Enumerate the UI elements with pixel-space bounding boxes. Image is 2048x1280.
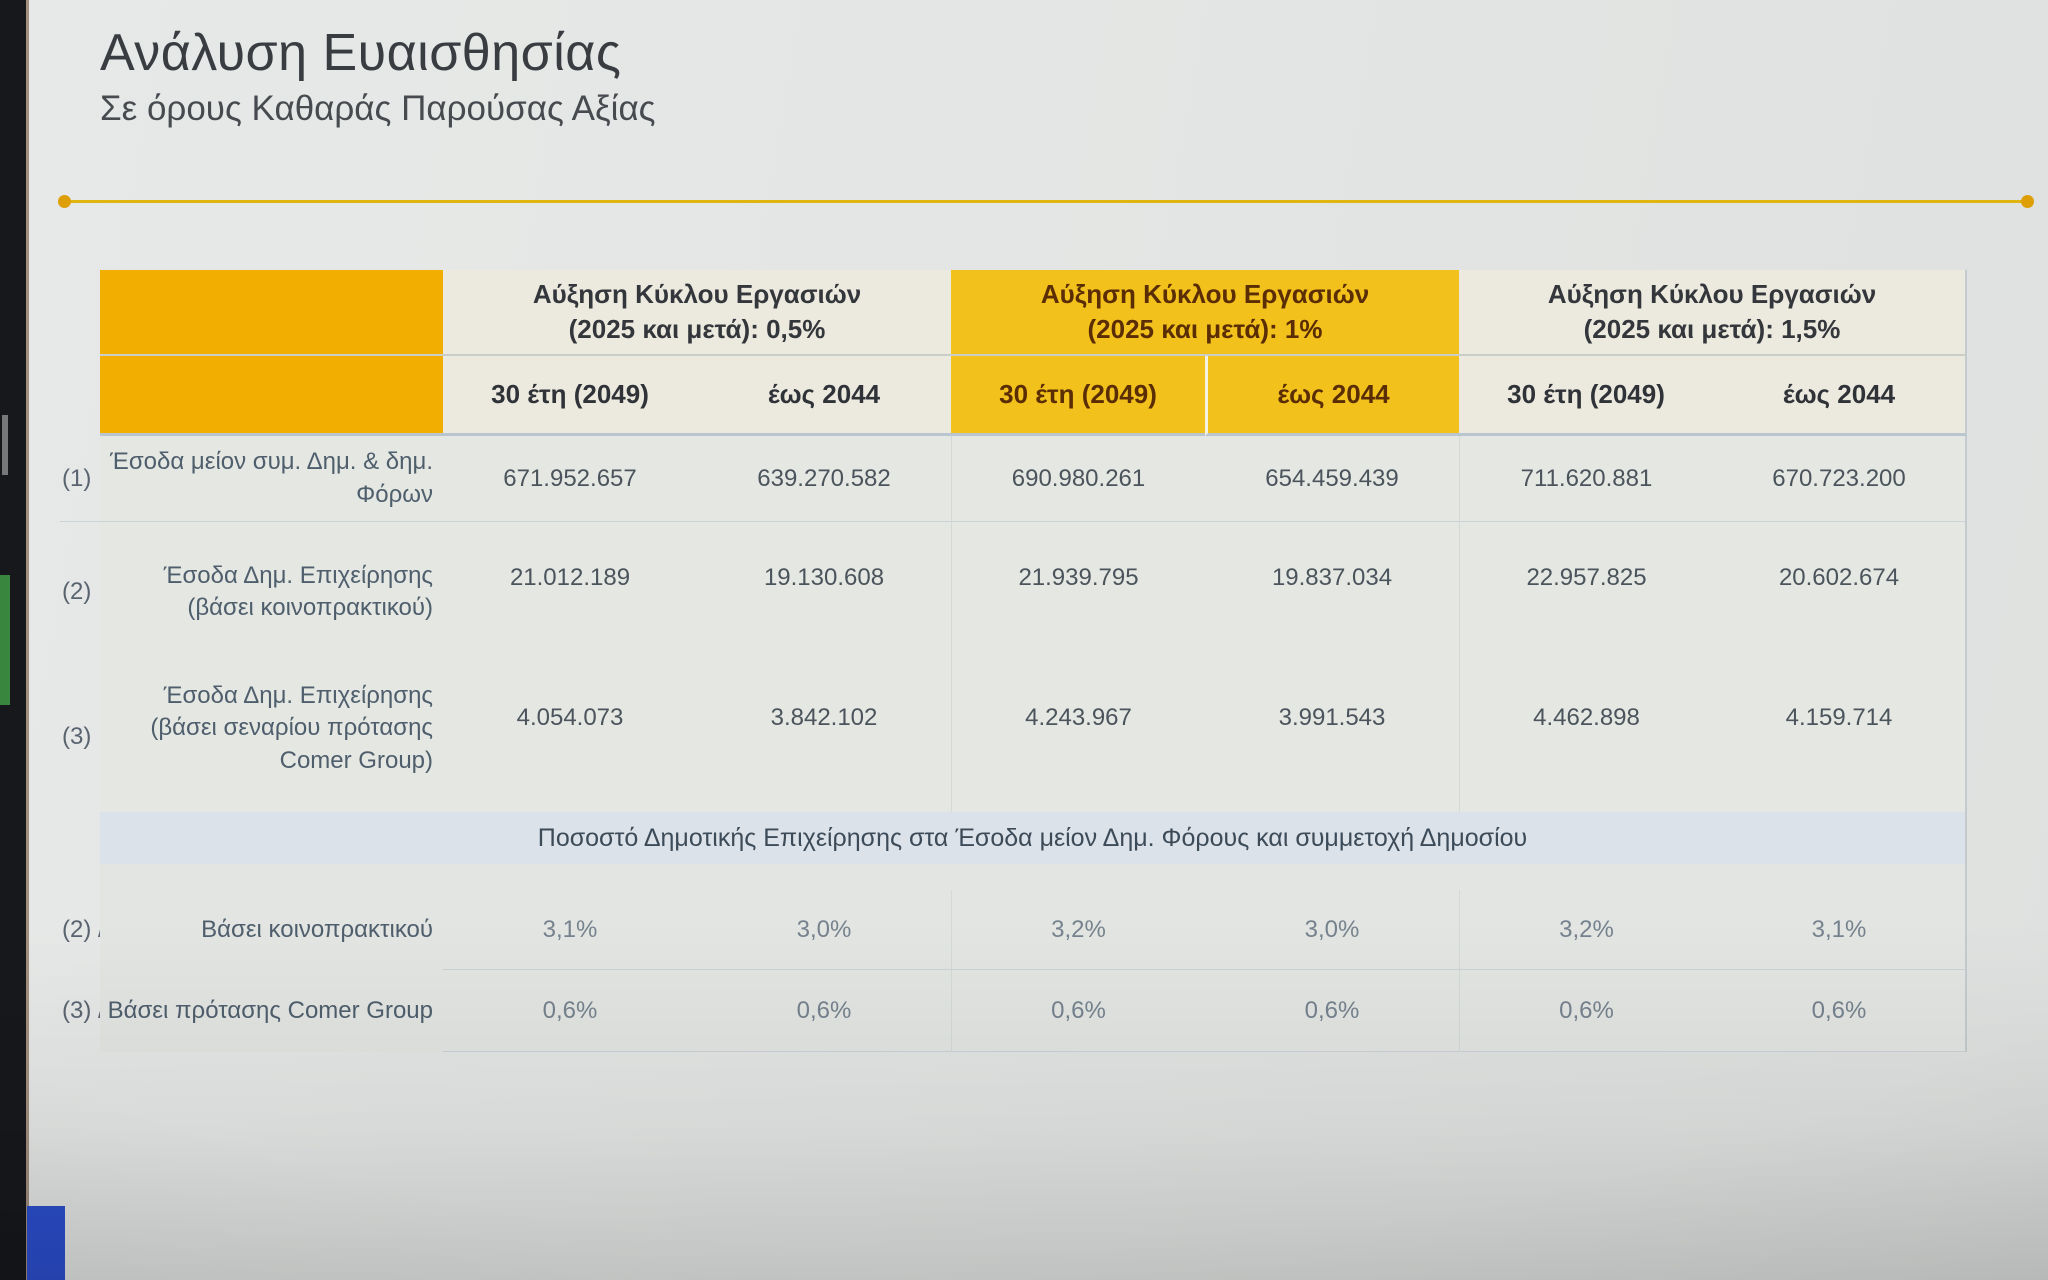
ratio1-value-5: 3,2% xyxy=(1459,890,1713,970)
row3-value-5: 4.462.898 xyxy=(1459,662,1713,812)
column-group-header-3: Αύξηση Κύκλου Εργασιών (2025 και μετά): … xyxy=(1459,270,1967,356)
group2-title-line2: (2025 και μετά): 1% xyxy=(1087,314,1323,344)
ratio1-value-4: 3,0% xyxy=(1205,890,1459,970)
table-corner-cell-2 xyxy=(100,356,443,436)
ratio1-label: Βάσει κοινοπρακτικού xyxy=(100,890,443,970)
row2-value-1: 21.012.189 xyxy=(443,522,697,662)
column-group-header-1: Αύξηση Κύκλου Εργασιών (2025 και μετά): … xyxy=(443,270,951,356)
ratio2-value-6: 0,6% xyxy=(1713,970,1967,1052)
row1-value-5: 711.620.881 xyxy=(1459,436,1713,522)
row3-value-6: 4.159.714 xyxy=(1713,662,1967,812)
ratio2-number: (3) / (1) xyxy=(62,997,141,1024)
subheader-g3-30y: 30 έτη (2049) xyxy=(1459,356,1713,436)
group2-title-line1: Αύξηση Κύκλου Εργασιών xyxy=(1040,278,1370,309)
row2-value-5: 22.957.825 xyxy=(1459,522,1713,662)
row3-value-3: 4.243.967 xyxy=(951,662,1205,812)
ratio2-value-3: 0,6% xyxy=(951,970,1205,1052)
background-window-fragment xyxy=(27,1206,65,1280)
row3-number: (3) xyxy=(62,723,92,750)
group1-title-line1: Αύξηση Κύκλου Εργασιών xyxy=(532,278,862,309)
title-divider xyxy=(58,195,2034,208)
divider-left-dot xyxy=(58,195,71,208)
subheader-g1-30y: 30 έτη (2049) xyxy=(443,356,697,436)
ratio1-value-3: 3,2% xyxy=(951,890,1205,970)
bezel-green-reflection xyxy=(0,575,10,705)
row2-value-6: 20.602.674 xyxy=(1713,522,1967,662)
row2-value-2: 19.130.608 xyxy=(697,522,951,662)
row1-value-1: 671.952.657 xyxy=(443,436,697,522)
row2-label: Έσοδα Δημ. Επιχείρησης (βάσει κοινοπρακτ… xyxy=(100,522,443,662)
subheader-g1-2044: έως 2044 xyxy=(697,356,951,436)
subheader-g2-30y: 30 έτη (2049) xyxy=(951,356,1205,436)
subheader-g3-2044: έως 2044 xyxy=(1713,356,1967,436)
row3-value-4: 3.991.543 xyxy=(1205,662,1459,812)
ratio1-value-6: 3,1% xyxy=(1713,890,1967,970)
group3-title-line1: Αύξηση Κύκλου Εργασιών xyxy=(1547,278,1877,309)
group1-title-line2: (2025 και μετά): 0,5% xyxy=(568,314,826,344)
divider-right-dot xyxy=(2021,195,2034,208)
group3-title-line2: (2025 και μετά): 1,5% xyxy=(1583,314,1841,344)
row1-value-6: 670.723.200 xyxy=(1713,436,1967,522)
ratio1-value-2: 3,0% xyxy=(697,890,951,970)
spacer-row xyxy=(100,864,1967,890)
sensitivity-table: Αύξηση Κύκλου Εργασιών (2025 και μετά): … xyxy=(60,270,1967,1052)
ratio2-value-1: 0,6% xyxy=(443,970,697,1052)
row1-value-2: 639.270.582 xyxy=(697,436,951,522)
table-corner-cell xyxy=(100,270,443,356)
ratio1-value-1: 3,1% xyxy=(443,890,697,970)
row1-label: Έσοδα μείον συμ. Δημ. & δημ. Φόρων xyxy=(100,436,443,522)
subheader-g2-2044: έως 2044 xyxy=(1205,356,1459,436)
ratio2-label: Βάσει πρότασης Comer Group xyxy=(100,970,443,1052)
row1-value-4: 654.459.439 xyxy=(1205,436,1459,522)
row2-number: (2) xyxy=(62,578,92,605)
bezel-glare xyxy=(2,415,8,475)
row1-number: (1) xyxy=(60,436,100,522)
column-group-header-2: Αύξηση Κύκλου Εργασιών (2025 και μετά): … xyxy=(951,270,1459,356)
row1-value-3: 690.980.261 xyxy=(951,436,1205,522)
ratio2-value-5: 0,6% xyxy=(1459,970,1713,1052)
bezel-edge-line xyxy=(26,0,29,1280)
ratio1-number: (2) / (1) xyxy=(62,916,141,943)
row3-label: Έσοδα Δημ. Επιχείρησης (βάσει σεναρίου π… xyxy=(100,662,443,812)
slide-title: Ανάλυση Ευαισθησίας xyxy=(100,24,622,82)
row2-value-4: 19.837.034 xyxy=(1205,522,1459,662)
row3-value-1: 4.054.073 xyxy=(443,662,697,812)
slide-subtitle: Σε όρους Καθαράς Παρούσας Αξίας xyxy=(100,89,656,128)
row2-value-3: 21.939.795 xyxy=(951,522,1205,662)
row3-value-2: 3.842.102 xyxy=(697,662,951,812)
monitor-bezel xyxy=(0,0,26,1280)
section-banner: Ποσοστό Δημοτικής Επιχείρησης στα Έσοδα … xyxy=(100,812,1967,864)
ratio2-value-2: 0,6% xyxy=(697,970,951,1052)
ratio2-value-4: 0,6% xyxy=(1205,970,1459,1052)
